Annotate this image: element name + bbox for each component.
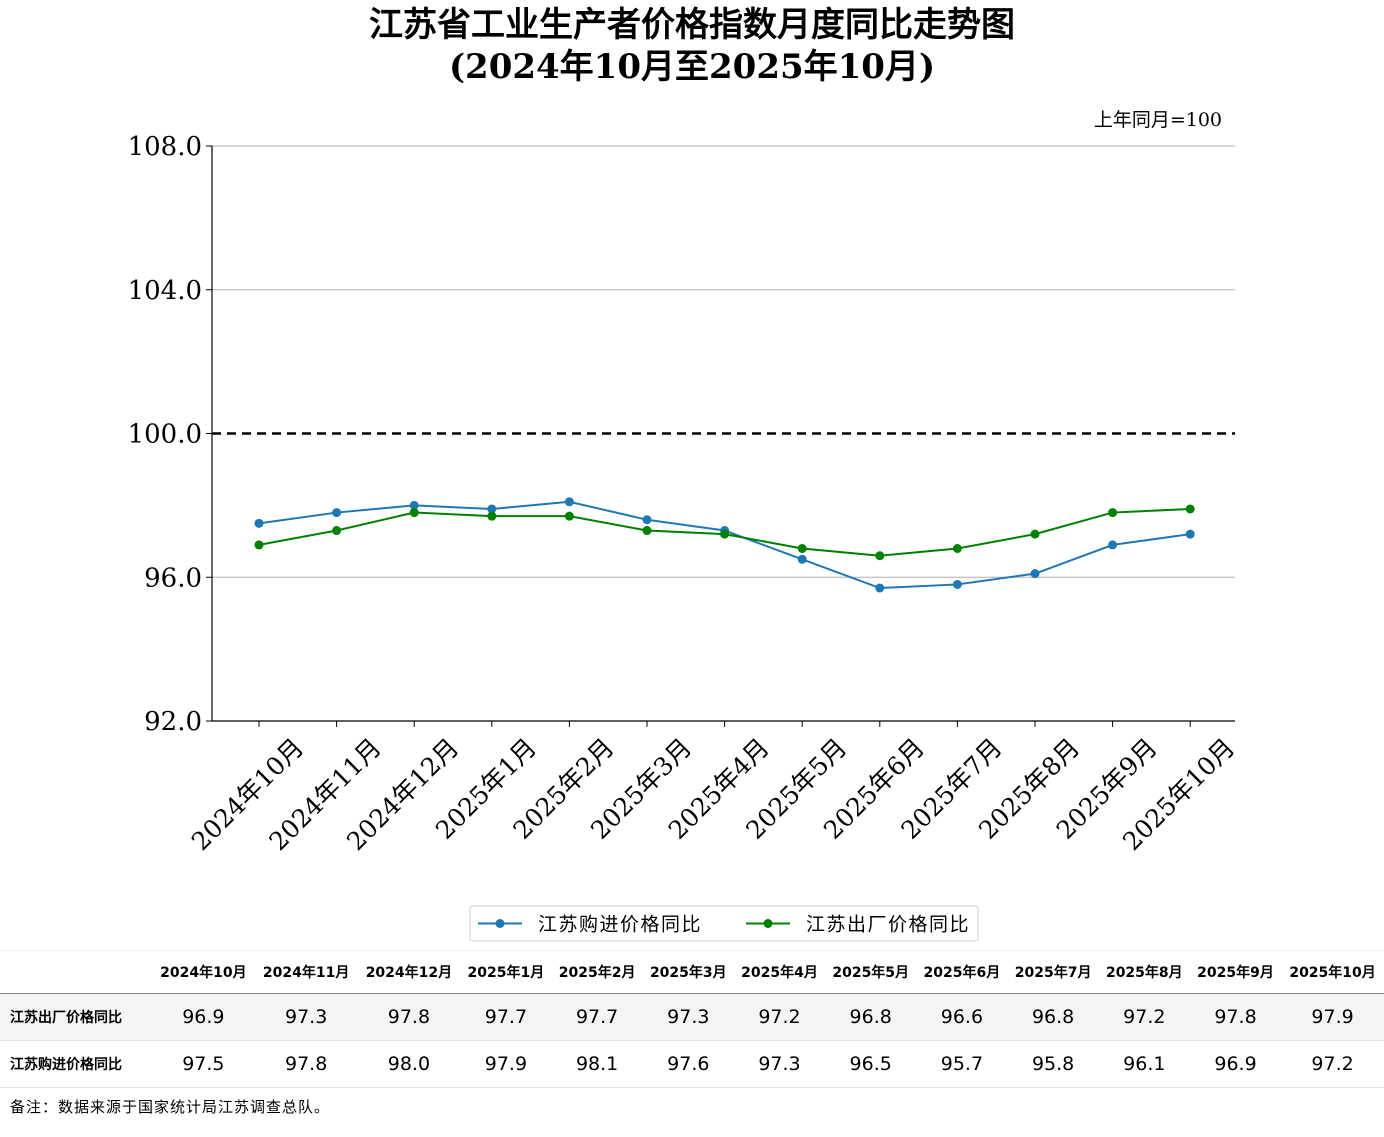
table-cell: 97.5 (182, 1053, 225, 1075)
table-header-cell: 2025年10月 (1289, 965, 1376, 981)
table-cell: 97.8 (284, 1053, 328, 1075)
table-cell: 97.6 (667, 1053, 710, 1075)
data-point (720, 529, 730, 539)
table-row-label: 江苏购进价格同比 (10, 1057, 122, 1073)
table-header-cell: 2025年8月 (1105, 965, 1183, 981)
y-tick-label: 104.0 (128, 276, 202, 306)
footnote: 备注：数据来源于国家统计局江苏调查总队。 (10, 1098, 331, 1116)
table-cell: 96.9 (182, 1006, 225, 1028)
data-point (875, 583, 885, 593)
legend-box (469, 905, 979, 942)
data-point (1185, 504, 1195, 514)
table-cell: 97.8 (1214, 1006, 1257, 1028)
table-cell: 97.3 (284, 1006, 328, 1028)
table-cell: 96.8 (1031, 1006, 1075, 1028)
data-point (332, 526, 342, 536)
table-header-cell: 2025年5月 (832, 965, 910, 981)
data-point (487, 511, 497, 521)
data-point (952, 544, 962, 553)
y-tick-label: 100.0 (128, 420, 202, 450)
legend: 江苏购进价格同比 江苏出厂价格同比 (469, 905, 979, 942)
legend-label: 江苏购进价格同比 (538, 914, 702, 936)
data-point (332, 508, 342, 518)
data-point (409, 508, 419, 518)
data-point (1108, 508, 1118, 518)
series-line-0 (258, 500, 1191, 590)
legend-marker (763, 919, 773, 928)
table-cell: 97.2 (1311, 1053, 1354, 1075)
table-cell: 97.7 (484, 1006, 528, 1028)
table-cell: 97.9 (1311, 1006, 1354, 1028)
table-corner (0, 951, 152, 994)
data-point (254, 540, 264, 550)
table-cell: 97.2 (758, 1006, 801, 1028)
data-table: 2024年10月 2024年11月 2024年12月 2025年1月 2025年2月 20… (0, 950, 1384, 1088)
legend-marker (495, 919, 505, 928)
table-header-cell: 2025年9月 (1197, 965, 1274, 981)
table-cell: 97.9 (484, 1053, 528, 1075)
data-point (564, 497, 574, 507)
data-point (1030, 569, 1040, 579)
data-point (797, 554, 807, 564)
legend-label: 江苏出厂价格同比 (806, 914, 970, 936)
table-header-cell: 2025年6月 (923, 965, 1001, 981)
data-point (254, 518, 264, 528)
table-cell: 96.6 (940, 1006, 984, 1028)
table-cell: 97.8 (387, 1006, 431, 1028)
table-header-cell: 2025年3月 (649, 965, 727, 981)
table-cell: 95.8 (1031, 1053, 1075, 1075)
chart-subtitle: (2024年10月至2025年10月) (448, 47, 936, 87)
table-cell: 98.1 (575, 1053, 619, 1075)
data-point (642, 515, 652, 525)
data-point (797, 544, 807, 553)
table-cell: 97.3 (667, 1006, 710, 1028)
table-header-cell: 2024年10月 (160, 965, 247, 981)
table-header-cell: 2025年2月 (558, 965, 636, 981)
table-cell: 97.3 (758, 1053, 801, 1075)
data-point (564, 511, 574, 521)
table-header-cell: 2025年7月 (1014, 965, 1092, 981)
table-row-label: 江苏出厂价格同比 (10, 1010, 122, 1026)
data-point (1185, 529, 1195, 539)
line-chart: 上年同月=100 2024年10月2024年11月2024年12月2025年1月… (128, 109, 1240, 942)
data-point (642, 526, 652, 536)
unit-note: 上年同月=100 (1094, 109, 1222, 131)
table-cell: 96.9 (1214, 1053, 1257, 1075)
table-header-row: 2024年10月 2024年11月 2024年12月 2025年1月 2025年2月 20… (0, 950, 1384, 994)
table-row: 江苏购进价格同比 97.5 97.8 98.0 97.9 98.1 97.6 97.3 96.5… (0, 1041, 1384, 1088)
table-header-cell: 2024年12月 (365, 965, 453, 981)
data-point (1030, 529, 1040, 539)
table-header-cell: 2025年4月 (741, 965, 818, 981)
table-header-cell: 2024年11月 (262, 965, 350, 981)
table-cell: 97.7 (575, 1006, 619, 1028)
data-point (952, 579, 962, 589)
y-tick-label: 108.0 (128, 132, 202, 162)
y-tick-label: 92.0 (144, 707, 202, 737)
data-point (875, 551, 885, 561)
table-cell: 96.8 (849, 1006, 892, 1028)
data-point (409, 500, 419, 510)
y-tick-label: 96.0 (144, 563, 202, 593)
table-cell: 97.2 (1123, 1006, 1166, 1028)
table-cell: 96.1 (1123, 1053, 1166, 1075)
table-cell: 98.0 (387, 1053, 431, 1075)
table-cell: 95.7 (940, 1053, 984, 1075)
data-point (1108, 540, 1118, 550)
table-cell: 96.5 (849, 1053, 892, 1075)
table-row: 江苏出厂价格同比 96.9 97.3 97.8 97.7 97.7 97.3 97.2 96.8… (0, 993, 1384, 1041)
table-header-cell: 2025年1月 (467, 965, 545, 981)
chart-title: 江苏省工业生产者价格指数月度同比走势图 (369, 5, 1015, 45)
data-point (487, 504, 497, 514)
